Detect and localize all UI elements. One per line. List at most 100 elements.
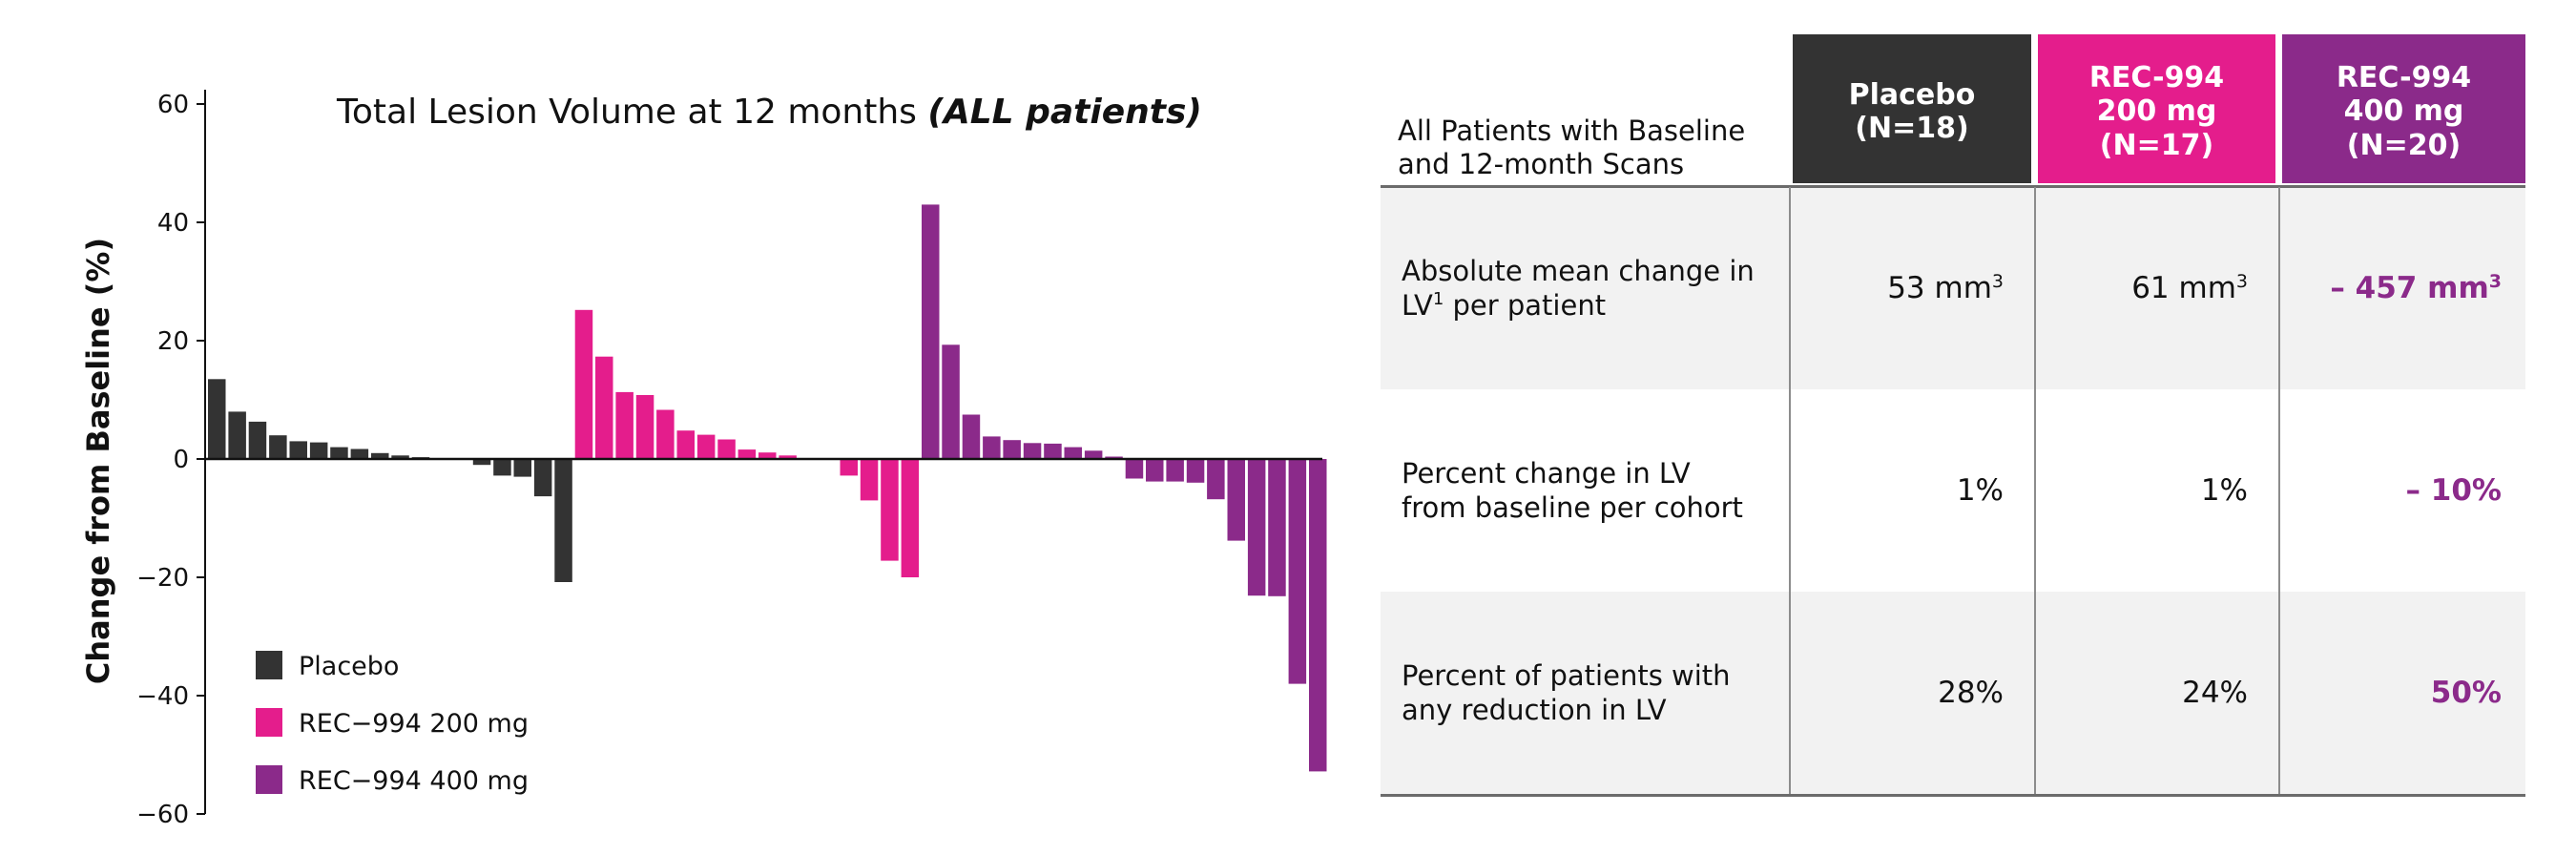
bar [1064,447,1082,459]
bar [1146,459,1164,482]
y-tick-label: −40 [136,682,189,711]
footnote-marker: 1 [1432,289,1444,310]
bar [635,395,654,459]
bar [1268,459,1286,596]
bar [1166,459,1184,482]
bars-group [208,204,1327,772]
column-divider [1789,187,1791,794]
bar [779,455,797,459]
column-header-line: (N=20) [2346,128,2462,162]
cell-value: 24% [2182,676,2248,710]
row-label: Percent change in LV from baseline per c… [1402,456,1783,526]
bar [269,435,287,459]
bar [860,459,879,501]
bar [983,436,1001,459]
bar [554,459,572,582]
y-tick-label: 60 [157,91,189,119]
bar [595,356,613,459]
legend-label: REC−994 400 mg [299,766,529,796]
column-header-rec994-200: REC-994 200 mg (N=17) [2038,34,2275,183]
legend-label: REC−994 200 mg [299,709,529,739]
y-axis-ticks: 60 40 20 0 −20 −40 −60 [136,91,205,829]
column-header-line: 200 mg [2096,94,2217,129]
legend-label: Placebo [299,652,399,681]
cell-value: – 457 mm [2330,271,2489,306]
cell-placebo: 28% [1784,676,2004,710]
table-row: Absolute mean change in LV1 per patient … [1381,187,2525,389]
bar [533,459,552,497]
chart-legend: Placebo REC−994 200 mg REC−994 400 mg [256,651,529,796]
unit-superscript: 3 [1991,270,2004,292]
column-divider [2278,187,2280,794]
bar [472,459,491,466]
bar [717,439,736,459]
row-label-text: per patient [1444,289,1607,322]
column-header-line: REC-994 [2336,60,2472,94]
row-label-text: any reduction in LV [1402,694,1667,726]
column-header-line: Placebo [1848,77,1976,112]
column-header-rec994-400: REC-994 400 mg (N=20) [2282,34,2525,183]
chart-title: Total Lesion Volume at 12 months (ALL pa… [336,93,1202,132]
bar [922,204,940,459]
bar [1207,459,1225,500]
header-divider [1381,185,2525,188]
bar [615,391,634,459]
cell-value: – 10% [2405,473,2503,508]
bar [881,459,899,561]
cell-rec994-200: 61 mm3 [2028,271,2248,305]
bar [248,421,267,459]
cell-rec994-200: 24% [2028,676,2248,710]
cell-value: 1% [1956,473,2004,508]
bar [1227,459,1245,541]
y-tick-label: 40 [157,209,189,238]
bar [330,447,348,459]
results-table: All Patients with Baseline and 12-month … [1381,34,2525,798]
table-row: Percent of patients with any reduction i… [1381,592,2525,794]
bar [758,452,777,459]
bar [1084,450,1103,459]
cell-rec994-400: – 10% [2282,473,2503,508]
y-tick-label: 20 [157,327,189,356]
bar [737,449,757,459]
cell-rec994-400: 50% [2282,676,2502,710]
bar [1186,459,1205,483]
row-label-text: Percent of patients with [1402,658,1731,692]
column-header-line: (N=17) [2099,128,2214,162]
cell-rec994-200: 1% [2028,473,2248,508]
bar [1247,459,1266,596]
cell-rec994-400: – 457 mm3 [2282,271,2502,305]
bar [840,459,858,476]
legend-swatch [256,651,282,679]
bar [1309,459,1327,772]
y-tick-label: 0 [173,446,189,474]
bar [1288,459,1307,684]
y-tick-label: −60 [136,801,189,829]
bar [1044,443,1062,459]
cell-value: 28% [1938,676,2004,710]
bar [309,442,328,459]
chart-title-plain: Total Lesion Volume at 12 months [336,93,927,132]
bar [371,452,389,459]
y-axis-label: Change from Baseline (%) [80,238,116,684]
cell-placebo: 1% [1784,473,2004,508]
y-tick-label: −20 [136,564,189,593]
bar [350,448,369,459]
column-header-line: REC-994 [2088,60,2225,94]
bar [901,459,920,577]
bar [208,379,226,459]
cell-value: 1% [2200,473,2248,508]
bar [696,434,716,459]
legend-swatch [256,765,282,794]
bar [1125,459,1144,479]
unit-superscript: 3 [2235,270,2248,292]
bar [289,441,307,459]
bar [513,459,531,477]
table-header-label: All Patients with Baseline and 12-month … [1398,115,1746,180]
bar [1003,440,1021,459]
bar [942,344,960,459]
bar [676,430,695,459]
bar [493,459,511,476]
bar [391,455,409,459]
chart-title-emphasis: (ALL patients) [927,93,1201,132]
table-bottom-border [1381,794,2525,797]
